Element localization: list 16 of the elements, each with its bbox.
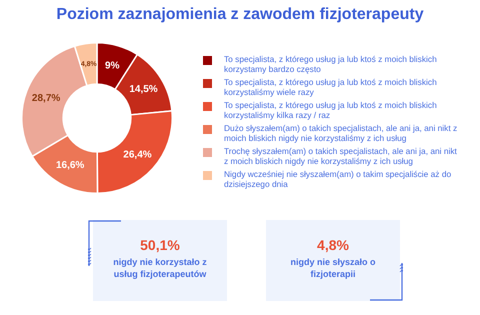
text: 4,8% (316, 237, 350, 253)
legend-label: To specjalista, z którego usług ja lub ktoś z moich bliskich korzystaliśmy wiele razy (224, 77, 438, 97)
text: nigdy nie korzystało z usług fizjoterapeutów (112, 256, 208, 280)
data-label: 16,6% (56, 160, 84, 172)
text: nigdy nie słyszało o fizjoterapii (289, 256, 377, 280)
legend-label: To specjalista, z którego usług ja lub ktoś z moich bliskich korzystaliśmy kilka razy / raz (224, 100, 438, 120)
legend-label: Trochę słyszałem(am) o takich specjalistach, ale ani ja, ani nikt z moich bliskich nigdy nie korzystaliśmy z ich usług (224, 146, 458, 166)
legend-label: Nigdy wcześniej nie słyszałem(am) o takim specjaliście aż do dzisiejszego dnia (224, 169, 452, 189)
legend-label: Dużo słyszałem(am) o takich specjalistach, ale ani ja, ani nikt z moich bliskich nigdy nie korzystaliśmy z ich usług (224, 123, 458, 143)
legend-label: To specjalista, z którego usług ja lub ktoś z moich bliskich korzystamy bardzo często (224, 54, 438, 74)
data-label: 28,7% (32, 93, 60, 104)
text: 50,1% (139, 237, 181, 253)
chart-title: Poziom zaznajomienia z zawodem fizjoterapeuty (55, 6, 425, 24)
data-label: 9% (104, 60, 120, 72)
data-label: 14,5% (129, 84, 158, 96)
data-label: 26,4% (123, 149, 152, 160)
